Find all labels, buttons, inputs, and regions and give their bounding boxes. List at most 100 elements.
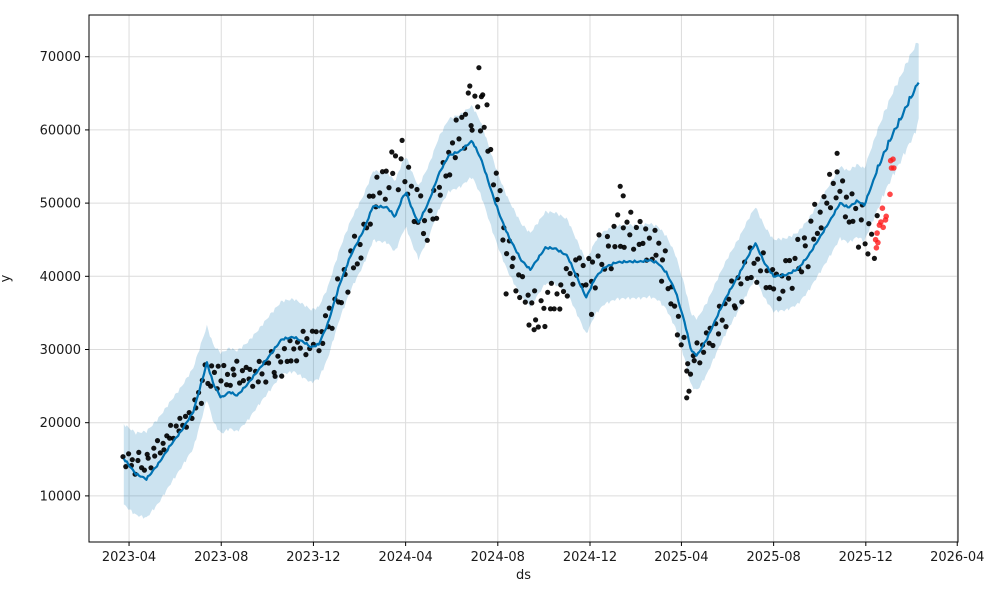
history-point	[357, 241, 363, 248]
history-point	[770, 267, 776, 273]
history-point	[294, 358, 300, 364]
history-point	[129, 457, 135, 463]
history-point	[659, 257, 666, 263]
y-tick-label: 40000	[40, 270, 81, 285]
history-point	[167, 435, 173, 441]
history-point	[123, 464, 129, 470]
history-point	[390, 170, 396, 176]
x-tick-label: 2023-04	[102, 550, 156, 565]
history-point	[789, 285, 795, 291]
history-point	[538, 298, 544, 304]
history-point	[227, 382, 233, 388]
y-tick-label: 50000	[40, 197, 81, 212]
history-point	[234, 358, 240, 364]
history-point	[382, 196, 388, 202]
history-point	[558, 282, 564, 288]
history-point	[421, 218, 428, 224]
history-point	[209, 363, 215, 369]
history-point	[297, 345, 303, 351]
history-point	[160, 440, 166, 446]
history-point	[542, 323, 548, 330]
history-point	[656, 240, 662, 246]
history-point	[532, 288, 538, 294]
history-point	[592, 285, 598, 291]
history-point	[840, 178, 846, 184]
history-point	[808, 218, 814, 224]
history-point	[697, 360, 703, 366]
history-point	[564, 293, 570, 299]
history-point	[675, 313, 682, 319]
history-point	[541, 305, 547, 311]
future-point	[879, 205, 886, 211]
history-point	[754, 279, 760, 285]
history-point	[490, 182, 497, 188]
history-point	[681, 334, 687, 340]
history-point	[488, 146, 494, 153]
history-point	[434, 215, 440, 221]
history-point	[621, 244, 627, 250]
history-point	[710, 342, 716, 349]
history-point	[686, 388, 692, 394]
history-point	[811, 236, 817, 242]
history-point	[580, 262, 586, 269]
history-point	[475, 104, 481, 110]
history-point	[620, 193, 626, 199]
history-point	[554, 291, 560, 297]
history-point	[589, 259, 596, 265]
history-point	[468, 123, 474, 129]
history-point	[255, 379, 261, 385]
history-point	[624, 219, 630, 225]
history-point	[557, 306, 563, 312]
uncertainty-band	[123, 42, 919, 519]
history-point	[763, 285, 769, 291]
history-point	[684, 368, 690, 374]
history-point	[211, 369, 217, 375]
history-point	[345, 289, 351, 295]
history-point	[631, 246, 637, 252]
history-point	[849, 191, 855, 197]
history-point	[275, 353, 281, 359]
history-point	[855, 244, 862, 250]
history-point	[771, 286, 777, 292]
history-point	[151, 445, 157, 451]
history-point	[858, 217, 864, 223]
history-point	[814, 230, 821, 236]
history-point	[694, 340, 700, 346]
history-point	[256, 358, 262, 364]
history-point	[533, 317, 539, 323]
future-point	[883, 213, 889, 220]
history-point	[272, 373, 278, 379]
history-point	[370, 193, 376, 199]
history-point	[643, 226, 649, 232]
history-point	[547, 306, 554, 312]
y-tick-label: 70000	[40, 50, 81, 65]
history-points	[120, 65, 880, 477]
history-point	[817, 209, 823, 215]
history-point	[691, 358, 697, 364]
history-point	[834, 150, 840, 156]
history-point	[477, 128, 484, 134]
future-point	[874, 230, 880, 236]
history-point	[529, 300, 535, 306]
history-point	[715, 331, 722, 337]
history-point	[583, 282, 589, 288]
history-point	[617, 183, 623, 189]
history-point	[871, 255, 878, 261]
history-point	[517, 294, 523, 301]
history-point	[230, 366, 236, 372]
history-point	[827, 171, 833, 177]
history-point	[452, 155, 458, 161]
history-point	[154, 438, 161, 444]
history-point	[224, 371, 231, 377]
history-point	[168, 422, 174, 428]
x-tick-label: 2025-04	[654, 550, 708, 565]
history-point	[436, 184, 442, 190]
history-point	[525, 292, 531, 298]
history-point	[611, 223, 617, 229]
history-point	[152, 453, 158, 459]
history-point	[278, 359, 284, 365]
history-point	[615, 212, 621, 218]
history-point	[377, 190, 383, 196]
history-point	[719, 317, 725, 323]
history-point	[760, 250, 766, 256]
